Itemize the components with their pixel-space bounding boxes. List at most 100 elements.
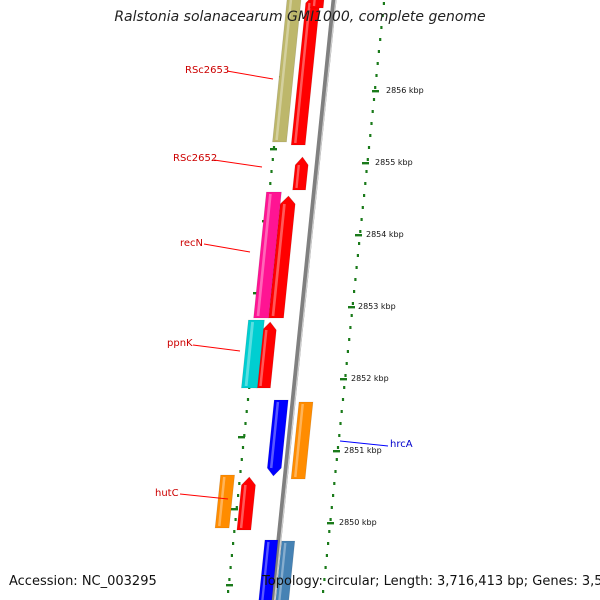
gene-rsc2653-sheen (294, 2, 311, 144)
gene-label-rsc2652[interactable]: RSc2652 (173, 153, 218, 164)
inner-major-tick (270, 148, 277, 151)
gene-rsc2652 (292, 156, 309, 191)
outer-dotted-guide (355, 266, 358, 269)
gene-blue-bottom-sheen (261, 541, 270, 600)
leader-ppnk (192, 344, 241, 352)
outer-dotted-guide (332, 494, 335, 497)
outer-dotted-guide (363, 194, 366, 197)
leader-rsc2652 (213, 159, 263, 168)
outer-dotted-guide (375, 74, 378, 77)
kbp-label: 2852 kbp (351, 374, 389, 383)
outer-dotted-guide (350, 314, 353, 317)
genome-backbone-highlight (273, 0, 337, 600)
kbp-major-tick (340, 378, 347, 381)
outer-dotted-guide (366, 158, 369, 161)
gene-label-recn[interactable]: recN (180, 238, 204, 249)
outer-dotted-guide (340, 410, 343, 413)
inner-dotted-guide (270, 170, 273, 173)
gene-khaki (272, 0, 302, 143)
outer-dotted-guide (365, 170, 368, 173)
outer-dotted-guide (371, 110, 374, 113)
outer-dotted-guide (351, 302, 354, 305)
gene-label-hutc[interactable]: hutC (155, 488, 179, 499)
inner-dotted-guide (244, 422, 247, 425)
inner-dotted-guide (245, 410, 248, 413)
outer-dotted-guide (336, 446, 340, 449)
outer-dotted-guide (335, 458, 338, 461)
outer-dotted-guide (374, 86, 377, 89)
outer-dotted-guide (369, 134, 372, 137)
inner-dotted-guide (229, 566, 232, 569)
outer-dotted-guide (382, 2, 385, 5)
leader-hrca (339, 440, 389, 447)
inner-dotted-guide (232, 542, 235, 545)
inner-dotted-guide (243, 434, 246, 437)
accession-text: Accession: NC_003295 (9, 574, 157, 589)
outer-dotted-guide (358, 242, 361, 245)
gene-rsc2653 (290, 0, 321, 146)
outer-dotted-guide (354, 278, 357, 281)
gene-recn-sheen (271, 203, 286, 317)
outer-dotted-guide (353, 290, 356, 293)
topology-text: Topology: circular; Length: 3,716,413 bp… (262, 574, 600, 589)
outer-dotted-guide (376, 62, 379, 65)
inner-dotted-guide (237, 494, 240, 497)
inner-dotted-guide (234, 518, 237, 521)
gene-label-rsc2653[interactable]: RSc2653 (185, 65, 230, 76)
kbp-label: 2854 kbp (366, 230, 404, 239)
kbp-label: 2855 kbp (375, 158, 413, 167)
outer-dotted-guide (328, 530, 331, 533)
inner-dotted-guide (272, 146, 276, 149)
outer-dotted-guide (348, 338, 351, 341)
gene-khaki-sheen (275, 0, 293, 141)
inner-dotted-guide (246, 398, 250, 401)
inner-dotted-guide (238, 482, 241, 485)
kbp-major-tick (333, 450, 340, 453)
outer-dotted-guide (356, 254, 359, 257)
gene-cyan-sheen (244, 321, 255, 387)
outer-dotted-guide (343, 386, 346, 389)
gene-blue-down-sheen (269, 401, 280, 469)
outer-dotted-guide (360, 218, 363, 221)
outer-dotted-guide (377, 50, 380, 53)
outer-dotted-guide (325, 554, 328, 557)
kbp-label: 2851 kbp (344, 446, 382, 455)
gene-label-ppnk[interactable]: ppnK (167, 338, 193, 349)
outer-dotted-guide (330, 506, 333, 509)
kbp-major-tick (348, 306, 355, 309)
outer-dotted-guide (339, 422, 342, 425)
inner-dotted-guide (235, 506, 238, 509)
kbp-major-tick (355, 234, 362, 237)
outer-dotted-guide (346, 350, 349, 353)
outer-dotted-guide (359, 230, 362, 233)
outer-dotted-guide (361, 206, 364, 209)
gene-hutc (236, 476, 256, 531)
inner-dotted-guide (230, 554, 233, 557)
inner-dotted-guide (241, 446, 245, 449)
outer-dotted-guide (367, 146, 371, 149)
gene-hutc-sheen (239, 484, 247, 529)
outer-dotted-guide (338, 434, 341, 437)
inner-dotted-guide (269, 182, 272, 185)
gene-orange-left (214, 474, 235, 529)
gene-cyan (241, 319, 265, 389)
gene-recn (268, 195, 296, 319)
gene-orange-left-sheen (218, 476, 226, 527)
kbp-label: 2856 kbp (386, 86, 424, 95)
outer-dotted-guide (323, 578, 326, 581)
outer-dotted-guide (322, 590, 325, 593)
outer-dotted-guide (344, 374, 347, 377)
kbp-label: 2850 kbp (339, 518, 377, 527)
outer-dotted-guide (341, 398, 345, 401)
outer-dotted-guide (334, 470, 337, 473)
gene-top-red-fragment (309, 0, 325, 9)
outer-dotted-guide (345, 362, 348, 365)
gene-magenta (253, 191, 282, 319)
kbp-label: 2853 kbp (358, 302, 396, 311)
gene-label-hrca[interactable]: hrcA (390, 439, 413, 450)
gene-rsc2652-sheen (295, 164, 300, 189)
genome-backbone (270, 0, 337, 600)
inner-dotted-guide (233, 530, 236, 533)
outer-dotted-guide (381, 14, 384, 17)
